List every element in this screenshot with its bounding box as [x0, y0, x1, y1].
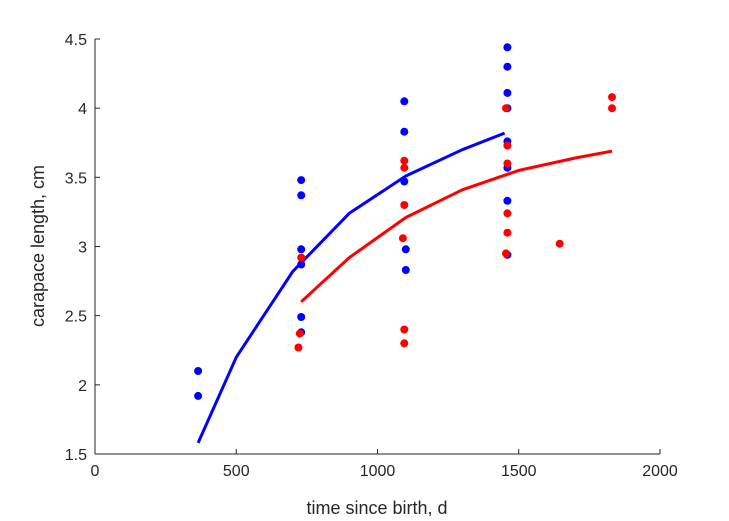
data-point-series-1 [297, 313, 306, 321]
y-tick-label: 4.5 [65, 32, 87, 49]
x-tick-label: 1500 [501, 463, 537, 480]
x-tick-label: 2000 [642, 463, 678, 480]
data-point-series-2 [608, 93, 616, 102]
data-point-series-2 [503, 228, 512, 237]
data-point-series-2 [400, 201, 409, 209]
fit-line-series-2 [300, 149, 613, 303]
data-point-series-1 [297, 245, 306, 254]
data-point-series-2 [503, 159, 512, 168]
fit-lines [196, 131, 613, 444]
data-point-series-1 [401, 266, 410, 274]
fit-line-series-1 [196, 131, 506, 444]
y-tick-label: 3.5 [65, 170, 87, 187]
data-point-series-2 [608, 104, 616, 113]
data-point-series-2 [295, 329, 304, 338]
x-tick-label: 1000 [360, 463, 396, 480]
y-tick-label: 3 [78, 240, 87, 257]
data-point-series-2 [294, 343, 303, 352]
data-point-series-2 [503, 141, 512, 150]
data-point-series-1 [400, 97, 409, 106]
data-points [194, 43, 616, 400]
x-ticks: 0 500 1000 1500 2000 [91, 449, 678, 480]
data-point-series-2 [502, 104, 510, 113]
data-point-series-2 [400, 339, 409, 348]
y-ticks: 1.5 2 2.5 3 3.5 4 4.5 [65, 32, 100, 464]
data-point-series-1 [503, 62, 512, 71]
data-point-series-1 [297, 176, 306, 185]
x-tick-label: 0 [91, 463, 100, 480]
data-point-series-2 [400, 163, 409, 172]
y-tick-label: 2 [78, 378, 87, 395]
y-tick-label: 4 [78, 101, 87, 118]
data-point-series-1 [400, 127, 409, 136]
data-point-series-2 [400, 325, 409, 334]
data-point-series-2 [503, 209, 512, 218]
data-point-series-2 [400, 156, 409, 165]
data-point-series-1 [401, 245, 410, 254]
data-point-series-1 [503, 88, 512, 97]
data-point-series-1 [400, 177, 409, 186]
data-point-series-1 [297, 191, 306, 200]
data-point-series-1 [297, 260, 306, 269]
x-axis-label: time since birth, d [306, 498, 447, 518]
y-axis-label: carapace length, cm [28, 165, 48, 327]
y-tick-label: 2.5 [65, 309, 87, 326]
data-point-series-2 [502, 249, 510, 258]
data-point-series-1 [194, 391, 203, 400]
data-point-series-1 [503, 43, 512, 52]
x-tick-label: 500 [223, 463, 250, 480]
data-point-series-2 [398, 234, 407, 243]
data-point-series-1 [503, 196, 512, 205]
y-tick-label: 1.5 [65, 447, 87, 464]
data-point-series-2 [297, 253, 306, 262]
data-point-series-2 [555, 239, 564, 248]
data-point-series-1 [194, 367, 203, 375]
